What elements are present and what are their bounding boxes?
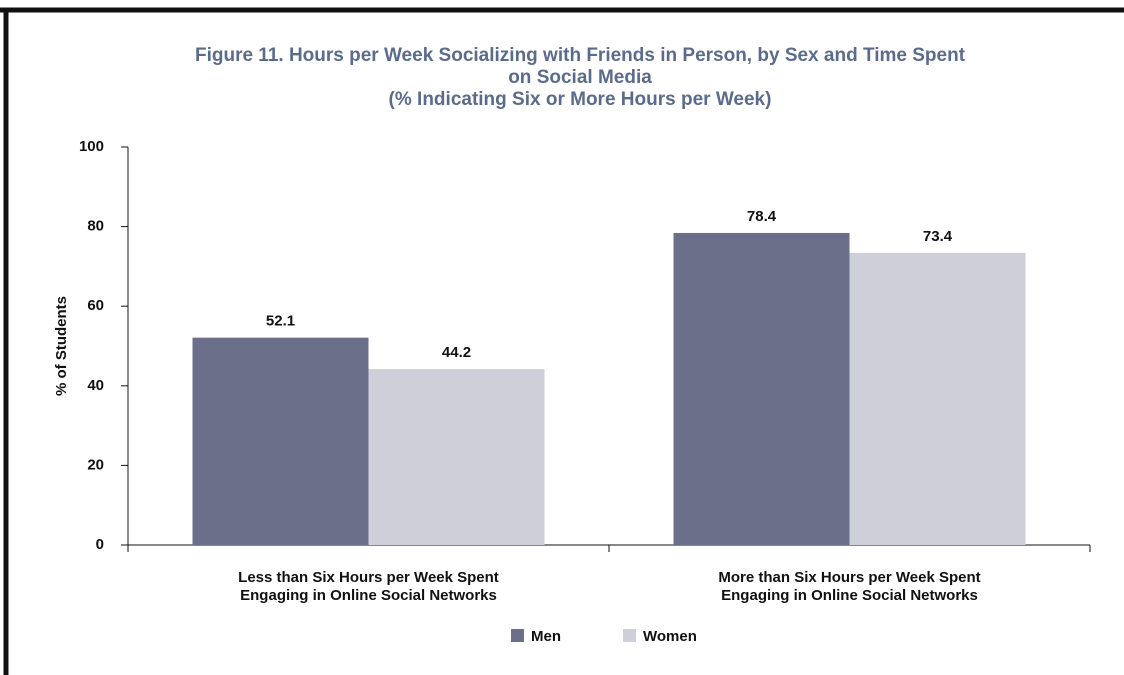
chart-title: on Social Media — [508, 67, 652, 88]
y-tick-label: 20 — [87, 456, 104, 473]
legend-label: Men — [531, 628, 561, 645]
y-tick-label: 40 — [87, 377, 104, 394]
data-label: 44.2 — [442, 344, 471, 361]
legend-label: Women — [643, 628, 697, 645]
legend-swatch — [623, 629, 636, 642]
data-label: 78.4 — [747, 208, 777, 225]
bar — [368, 369, 545, 545]
y-tick-label: 60 — [87, 297, 104, 314]
data-label: 52.1 — [266, 313, 295, 330]
x-tick-label: More than Six Hours per Week Spent Engag… — [718, 569, 981, 604]
bar — [192, 337, 369, 545]
data-label: 73.4 — [923, 228, 953, 245]
y-tick-label: 100 — [79, 138, 104, 155]
chart-title: Figure 11. Hours per Week Socializing wi… — [195, 45, 966, 66]
y-tick-label: 80 — [87, 218, 104, 235]
chart-subtitle: (% Indicating Six or More Hours per Week… — [389, 89, 772, 110]
x-tick-label: Less than Six Hours per Week Spent Engag… — [238, 569, 499, 604]
bar — [849, 252, 1026, 546]
y-tick-label: 0 — [96, 536, 104, 553]
bar — [673, 232, 850, 545]
legend-swatch — [511, 629, 524, 642]
y-axis-label: % of Students — [53, 296, 70, 396]
